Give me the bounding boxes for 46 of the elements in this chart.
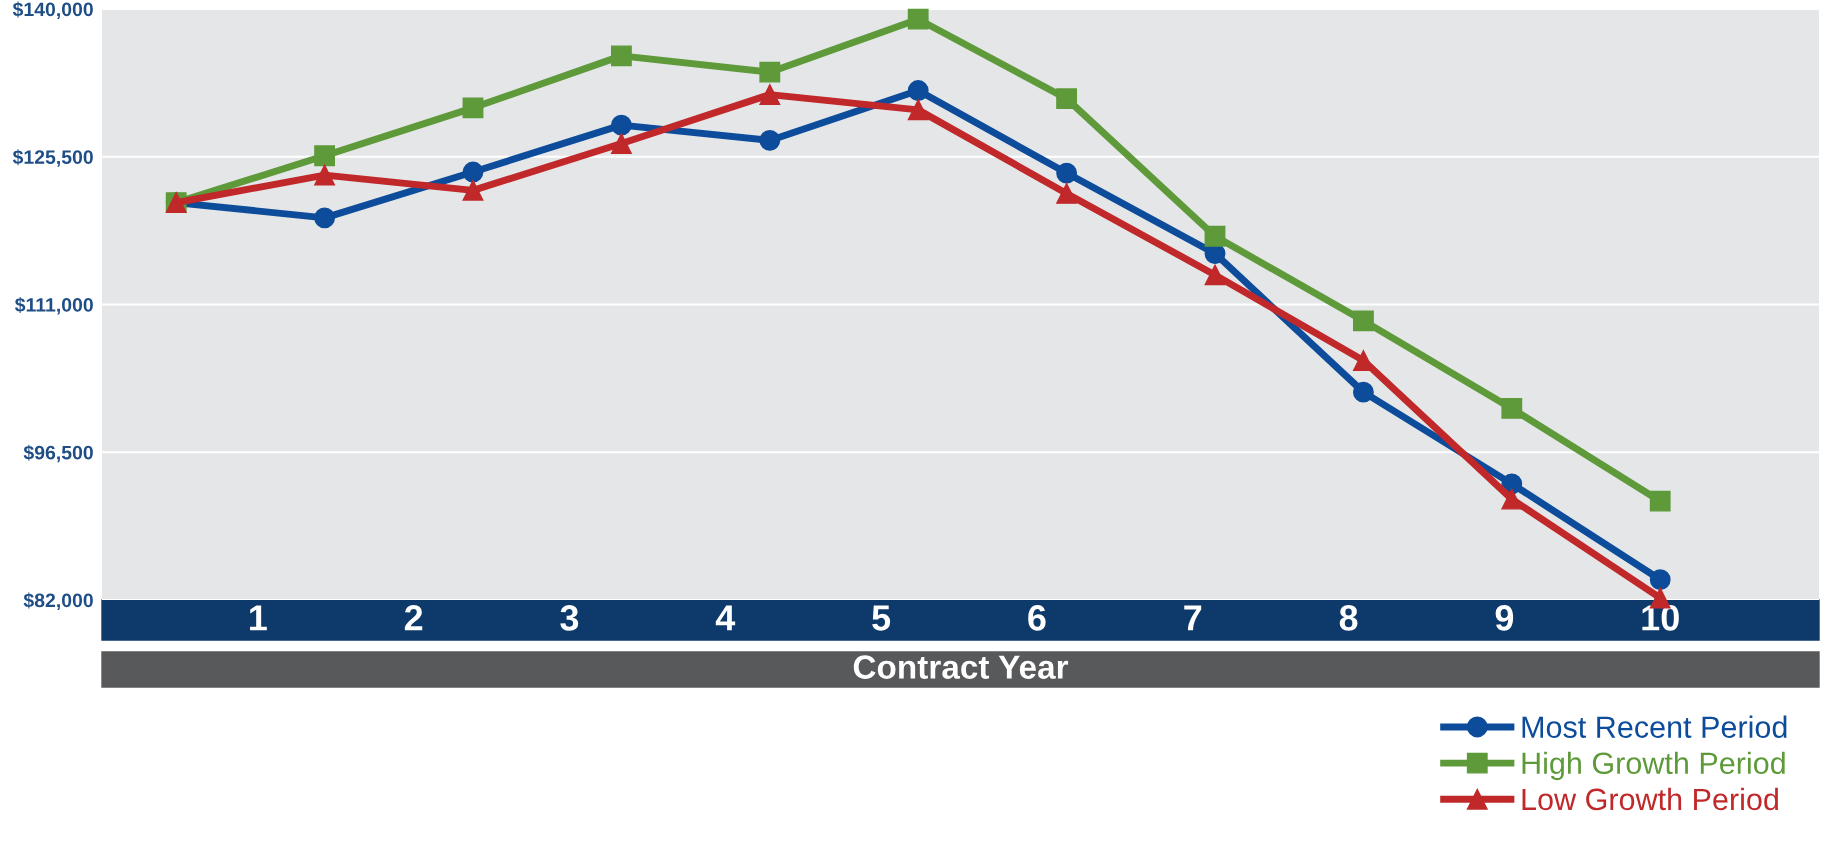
point [907,8,929,30]
point [1352,350,1374,371]
x-tick-label: 8 [1339,605,1358,631]
x-tick-label: 2 [404,605,423,631]
x-tick-label: 7 [1184,605,1202,631]
x-axis-title: Contract Year [853,655,1069,679]
point [1352,381,1374,403]
point [907,99,929,121]
y-tick-label: $111,000 [14,297,93,315]
point [610,114,632,136]
x-tick-label: 10 [1642,605,1679,631]
point [1056,183,1078,204]
point [462,97,484,119]
x-tick-label: 6 [1028,605,1046,631]
point [907,80,929,101]
point [1649,490,1671,512]
point [462,179,484,201]
point [1056,162,1078,184]
legend-label: High Growth Period [1522,751,1785,781]
legend-label: Most Recent Period [1522,715,1787,738]
point [1204,264,1226,286]
point [759,61,781,83]
y-tick-label: $125,500 [12,149,93,167]
point [314,164,336,186]
point [1056,88,1078,110]
point [1649,569,1671,591]
point [1501,398,1523,419]
point [610,133,632,154]
y-tick-label: $82,000 [23,592,93,611]
x-tick-label: 4 [715,605,736,631]
x-tick-label: 1 [250,605,267,631]
point [759,84,781,106]
point [610,45,632,67]
y-tick-label: $140,000 [12,1,93,20]
x-tick-label: 9 [1495,605,1514,631]
point [1352,310,1374,332]
point [314,207,336,229]
point [462,161,484,183]
point [314,145,336,167]
x-tick-label: 5 [872,605,891,631]
legend-label: Low Growth Period [1522,787,1778,811]
x-tick-label: 3 [560,605,579,631]
point [759,130,781,151]
point [1204,225,1226,247]
point [1501,488,1523,510]
y-tick-label: $96,500 [23,444,93,463]
